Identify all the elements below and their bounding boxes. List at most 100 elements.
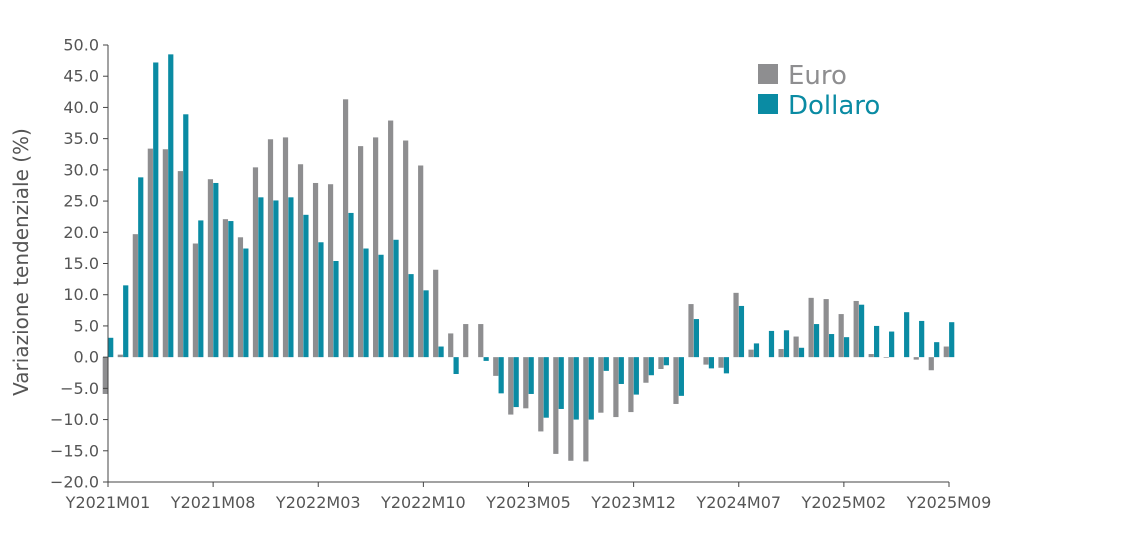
bar-dollaro-Y2022M04 [333,261,339,358]
y-tick-label: 20.0 [63,223,99,242]
bar-dollaro-Y2022M09 [408,274,414,358]
bar-euro-Y2024M01 [643,357,649,383]
bar-dollaro-Y2024M12 [813,324,820,358]
bar-dollaro-Y2022M10 [423,290,429,358]
bar-euro-Y2023M07 [553,357,559,454]
bar-euro-Y2022M05 [342,99,349,358]
bar-dollaro-Y2022M01 [288,197,294,358]
bar-euro-Y2023M12 [628,357,634,413]
bar-dollaro-Y2022M08 [393,239,399,358]
bar-euro-Y2023M11 [613,357,619,418]
bar-dollaro-Y2024M01 [648,357,654,376]
y-tick-label: −20.0 [50,473,99,492]
bar-dollaro-Y2024M05 [708,357,715,369]
bar-euro-Y2021M09 [222,219,229,358]
bar-dollaro-Y2024M11 [798,347,805,358]
bar-dollaro-Y2025M03 [858,304,865,358]
bar-euro-Y2025M02 [838,314,844,358]
bar-dollaro-Y2021M07 [198,220,204,358]
bar-dollaro-Y2023M02 [483,357,489,361]
bar-euro-Y2022M03 [312,182,319,358]
bar-euro-Y2021M12 [267,139,274,358]
bar-dollaro-Y2022M11 [438,346,444,358]
bar-euro-Y2024M11 [793,336,799,358]
x-tick-label: Y2022M10 [380,493,466,512]
bar-dollaro-Y2024M07 [738,305,745,358]
bar-dollaro-Y2024M10 [783,330,790,358]
bar-euro-Y2023M10 [598,357,604,413]
x-tick-label: Y2022M03 [275,493,361,512]
bar-euro-Y2021M03 [132,234,138,358]
bar-euro-Y2023M04 [508,357,514,415]
bar-dollaro-Y2023M10 [603,357,609,371]
bar-euro-Y2022M06 [358,146,364,358]
bar-euro-Y2024M06 [718,357,724,368]
bar-euro-Y2025M03 [853,300,859,358]
y-tick-label: 40.0 [63,98,99,117]
bar-dollaro-Y2024M08 [753,343,760,358]
legend-label-euro: Euro [788,61,847,91]
bar-dollaro-Y2022M03 [318,242,324,358]
bar-dollaro-Y2023M04 [513,357,519,408]
legend-swatch-euro [758,64,778,84]
bar-dollaro-Y2023M11 [618,357,624,384]
bar-dollaro-Y2023M08 [573,357,579,420]
x-tick-label: Y2025M09 [906,493,992,512]
bar-dollaro-Y2025M02 [843,337,850,358]
bar-euro-Y2023M09 [583,357,589,462]
bar-euro-Y2024M03 [673,357,679,404]
legend-label-dollaro: Dollaro [788,91,880,121]
bar-euro-Y2023M08 [568,357,574,461]
bar-euro-Y2025M05 [883,357,889,358]
bar-euro-Y2024M10 [778,349,784,358]
bar-dollaro-Y2022M12 [453,357,459,374]
bar-euro-Y2022M10 [418,165,424,358]
bar-dollaro-Y2021M01 [108,337,114,358]
bar-euro-Y2024M05 [703,357,709,365]
bar-dollaro-Y2021M03 [138,177,144,358]
y-tick-label: −5.0 [60,379,99,398]
bar-euro-Y2022M07 [373,137,379,358]
bar-euro-Y2025M09 [943,346,949,358]
bar-dollaro-Y2023M07 [558,357,564,409]
bar-dollaro-Y2023M09 [588,357,594,420]
y-tick-label: 50.0 [63,36,99,55]
bar-euro-Y2023M05 [523,357,529,409]
bar-dollaro-Y2023M03 [498,357,504,394]
bar-euro-Y2022M11 [433,269,439,358]
bar-euro-Y2025M04 [868,354,874,358]
y-tick-label: 45.0 [63,67,99,86]
bar-euro-Y2022M02 [297,164,304,358]
bar-euro-Y2024M12 [808,297,814,358]
y-tick-label: 5.0 [74,316,99,335]
y-tick-label: 35.0 [63,129,99,148]
bar-euro-Y2023M06 [538,357,544,432]
y-tick-label: 30.0 [63,160,99,179]
x-tick-label: Y2025M02 [801,493,887,512]
bar-dollaro-Y2025M09 [949,322,955,358]
bar-dollaro-Y2024M09 [768,330,775,358]
bar-dollaro-Y2023M06 [543,357,549,418]
x-tick-label: Y2021M01 [65,493,151,512]
bar-euro-Y2021M05 [162,149,168,358]
y-tick-label: 25.0 [63,192,99,211]
bar-dollaro-Y2022M05 [348,212,354,358]
bar-dollaro-Y2024M06 [723,357,730,374]
bar-euro-Y2025M01 [823,299,829,358]
bar-dollaro-Y2025M04 [874,325,880,358]
bar-euro-Y2021M11 [252,167,259,358]
bar-dollaro-Y2021M08 [213,182,219,358]
bar-euro-Y2022M01 [282,137,289,358]
bar-dollaro-Y2023M05 [528,357,534,394]
bar-dollaro-Y2024M03 [678,357,684,396]
bar-euro-Y2023M01 [463,324,469,358]
bar-dollaro-Y2021M09 [228,221,234,358]
bar-euro-Y2022M08 [388,120,394,358]
bar-euro-Y2023M02 [478,324,484,358]
x-tick-label: Y2023M12 [590,493,676,512]
y-tick-label: 15.0 [63,254,99,273]
bar-dollaro-Y2025M06 [904,312,910,358]
bar-euro-Y2021M10 [237,237,244,358]
